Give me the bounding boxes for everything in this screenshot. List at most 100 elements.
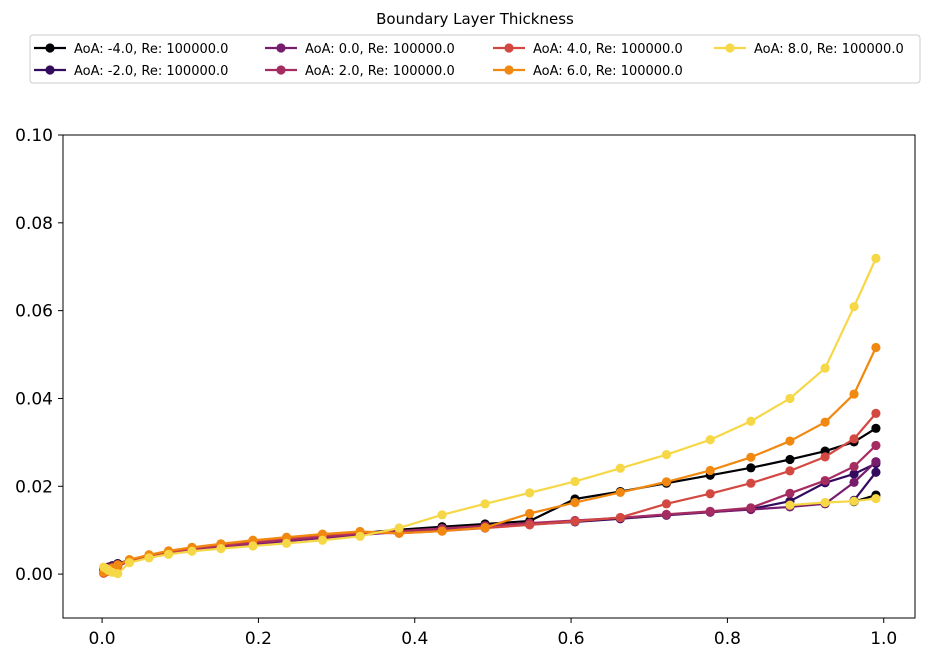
data-point bbox=[124, 558, 135, 568]
data-point bbox=[820, 497, 830, 508]
data-point bbox=[871, 408, 881, 418]
x-tick-label: 0.4 bbox=[401, 629, 428, 649]
legend: AoA: -4.0, Re: 100000.0 AoA: -2.0, Re: 10… bbox=[29, 34, 921, 84]
legend-frame bbox=[29, 34, 921, 84]
data-point bbox=[705, 489, 715, 499]
legend-swatch-marker bbox=[276, 65, 286, 75]
legend-label: AoA: -2.0, Re: 100000.0 bbox=[74, 64, 228, 79]
y-tick-label: 0.04 bbox=[15, 389, 53, 409]
y-axis-ticks: 0.00 0.02 0.04 0.06 0.08 0.10 bbox=[15, 126, 63, 585]
data-point bbox=[746, 463, 756, 473]
data-point bbox=[785, 488, 795, 498]
legend-entry: AoA: 8.0, Re: 100000.0 bbox=[714, 42, 904, 57]
data-point bbox=[849, 461, 859, 472]
legend-swatch-marker bbox=[276, 43, 286, 53]
data-point bbox=[187, 546, 197, 556]
legend-label: AoA: 8.0, Re: 100000.0 bbox=[754, 42, 904, 57]
data-point bbox=[355, 531, 365, 541]
data-point bbox=[480, 499, 490, 509]
data-point bbox=[144, 553, 154, 563]
data-point bbox=[871, 493, 881, 504]
data-point bbox=[661, 450, 672, 460]
data-point bbox=[661, 499, 672, 509]
data-point bbox=[437, 526, 447, 536]
y-tick-label: 0.02 bbox=[15, 477, 53, 497]
data-point bbox=[437, 510, 447, 520]
data-point bbox=[705, 506, 715, 516]
data-point bbox=[746, 478, 756, 488]
x-tick-label: 0.8 bbox=[714, 629, 741, 649]
data-point bbox=[746, 452, 756, 462]
y-tick-label: 0.00 bbox=[15, 565, 53, 585]
data-point bbox=[615, 463, 625, 473]
data-point bbox=[871, 457, 881, 467]
legend-entry: AoA: 4.0, Re: 100000.0 bbox=[493, 42, 683, 57]
series-line bbox=[789, 497, 877, 507]
data-point bbox=[871, 342, 881, 353]
data-point bbox=[525, 520, 535, 530]
x-tick-label: 0.0 bbox=[89, 629, 116, 649]
legend-entry: AoA: 2.0, Re: 100000.0 bbox=[265, 64, 455, 79]
data-point bbox=[746, 416, 756, 426]
legend-label: AoA: -4.0, Re: 100000.0 bbox=[74, 42, 228, 57]
series-4 bbox=[99, 408, 881, 578]
legend-swatch-marker bbox=[45, 65, 55, 75]
legend-entry: AoA: -2.0, Re: 100000.0 bbox=[34, 64, 228, 79]
data-point bbox=[113, 560, 123, 570]
data-point bbox=[480, 522, 490, 533]
series-2 bbox=[99, 457, 881, 575]
legend-swatch-marker bbox=[725, 43, 735, 53]
y-tick-label: 0.10 bbox=[15, 126, 53, 146]
data-point bbox=[871, 440, 881, 451]
data-point bbox=[785, 436, 795, 446]
series-layer bbox=[99, 253, 881, 579]
series-1 bbox=[99, 458, 881, 574]
data-point bbox=[849, 496, 859, 506]
data-point bbox=[849, 477, 859, 487]
data-point bbox=[615, 487, 625, 498]
data-point bbox=[570, 516, 580, 527]
data-point bbox=[820, 417, 830, 427]
data-point bbox=[570, 476, 580, 487]
legend-label: AoA: 2.0, Re: 100000.0 bbox=[305, 64, 455, 79]
plot-frame bbox=[62, 134, 916, 619]
data-point bbox=[785, 393, 795, 404]
series-5 bbox=[99, 342, 881, 577]
data-point bbox=[785, 466, 795, 476]
data-point bbox=[281, 538, 292, 548]
chart-title: Boundary Layer Thickness bbox=[376, 10, 574, 28]
legend-label: AoA: 6.0, Re: 100000.0 bbox=[533, 64, 683, 79]
data-point bbox=[615, 512, 625, 523]
legend-entry: AoA: -4.0, Re: 100000.0 bbox=[34, 42, 228, 57]
series-line bbox=[853, 471, 877, 501]
data-point bbox=[871, 253, 881, 263]
series-0 bbox=[99, 423, 881, 574]
x-tick-label: 1.0 bbox=[870, 629, 897, 649]
x-axis-ticks: 0.0 0.2 0.4 0.6 0.8 1.0 bbox=[89, 618, 897, 649]
data-point bbox=[163, 549, 174, 559]
x-tick-label: 0.2 bbox=[245, 629, 272, 649]
data-point bbox=[661, 509, 672, 519]
data-point bbox=[216, 544, 226, 554]
data-point bbox=[820, 452, 830, 462]
legend-swatch-marker bbox=[45, 43, 55, 53]
data-point bbox=[394, 523, 404, 533]
series-line bbox=[103, 347, 877, 574]
data-point bbox=[746, 503, 756, 513]
data-point bbox=[113, 569, 123, 579]
plot-axes bbox=[62, 134, 916, 619]
y-tick-label: 0.06 bbox=[15, 302, 53, 322]
data-point bbox=[785, 454, 795, 465]
legend-entry: AoA: 0.0, Re: 100000.0 bbox=[265, 42, 455, 57]
legend-entry: AoA: 6.0, Re: 100000.0 bbox=[493, 64, 683, 79]
data-point bbox=[820, 363, 830, 373]
series-6 bbox=[99, 253, 881, 579]
extra-branch-2 bbox=[785, 493, 881, 510]
data-point bbox=[525, 508, 535, 519]
data-point bbox=[820, 475, 830, 486]
data-point bbox=[525, 488, 535, 498]
data-point bbox=[849, 389, 859, 399]
series-line bbox=[103, 460, 877, 571]
data-point bbox=[785, 500, 795, 510]
data-point bbox=[871, 467, 881, 477]
